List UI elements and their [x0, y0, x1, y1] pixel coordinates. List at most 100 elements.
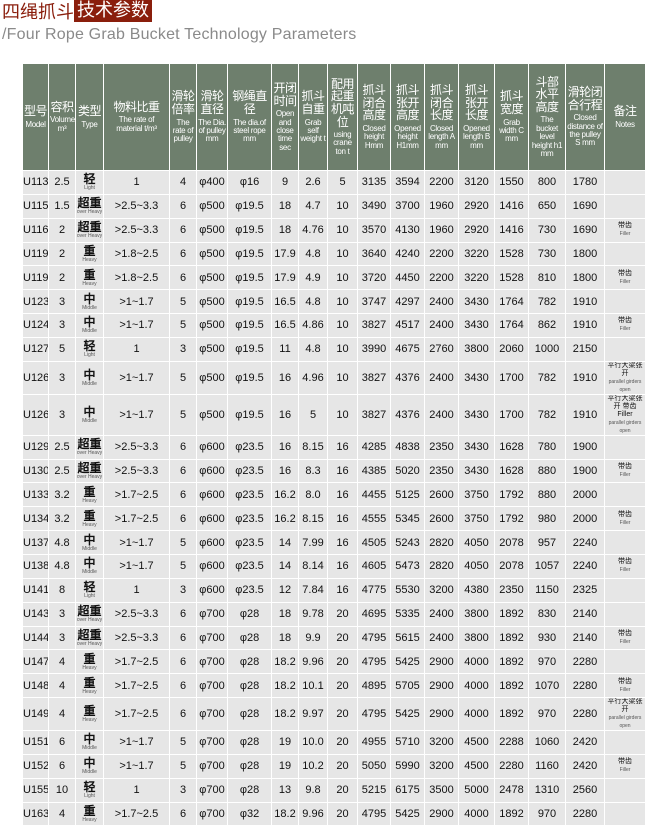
table-cell: 4000	[458, 697, 495, 732]
table-cell: 2900	[424, 697, 459, 732]
table-cell: 2140	[565, 625, 605, 651]
table-cell: 3430	[458, 434, 495, 460]
column-header-cn: 容积	[50, 99, 74, 114]
table-cell: 1764	[494, 313, 529, 338]
table-cell: U137	[22, 530, 49, 555]
type-cell: 重 Heavy	[75, 506, 104, 532]
type-cn: 超重	[77, 437, 102, 452]
table-row: U115 1.5 超重 over Heavy >2.5~3.3 6 φ500 φ19.5 18 4…	[22, 193, 646, 219]
table-row: U119 2 重 Heavy >1.8~2.5 6 φ500 φ19.5 17.9 4.9 10 37…	[22, 265, 646, 291]
table-header-row: 型号 Model 容积 Volume m³ 类型 Type 物料比重 The rate of …	[22, 63, 646, 171]
table-cell: 16.5	[271, 313, 299, 338]
table-cell: 7.99	[298, 530, 328, 555]
table-cell: 810	[528, 265, 566, 291]
table-cell: 1628	[494, 458, 529, 484]
type-cn: 中	[83, 367, 96, 382]
table-cell: 17.9	[271, 241, 299, 267]
column-header: 物料比重 The rate of material t/m³	[103, 63, 170, 171]
table-cell: 782	[528, 289, 566, 315]
table-cell: φ700	[196, 697, 228, 732]
table-cell: U129	[22, 434, 49, 460]
table-cell: >1.7~2.5	[103, 506, 170, 532]
table-cell: 18	[271, 625, 299, 651]
column-header-en: Closed height Hmm	[362, 123, 386, 150]
type-cn: 重	[83, 267, 96, 282]
table-cell: 5243	[390, 530, 425, 555]
table-body: U113 2.5 轻 Light 1 4 φ400 φ16 9 2.6 5 3135 3594 2200 3…	[22, 170, 646, 826]
table-cell: 18.2	[271, 649, 299, 675]
table-row: U134 3.2 重 Heavy >1.7~2.5 6 φ600 φ23.5 16.2 8.15 1…	[22, 506, 646, 532]
type-cn: 重	[83, 803, 96, 818]
column-header: 类型 Type	[75, 63, 104, 171]
table-cell: 1892	[494, 673, 529, 699]
type-cn: 重	[83, 484, 96, 499]
table-row: U163 4 重 Heavy >1.7~2.5 6 φ700 φ32 18.2 9.96 20 479…	[22, 801, 646, 826]
table-cell: 2600	[424, 506, 459, 532]
table-cell: 5425	[390, 697, 425, 732]
table-cell: 4795	[357, 649, 391, 675]
table-cell: 4.76	[298, 217, 328, 243]
table-cell: >1~1.7	[103, 289, 170, 315]
table-cell: 20	[327, 625, 358, 651]
table-cell: 2280	[565, 673, 605, 699]
note-en: parallel girders open	[608, 378, 642, 393]
table-cell: 16	[327, 553, 358, 579]
table-cell: 7.84	[298, 577, 328, 603]
table-cell: 1550	[494, 170, 529, 195]
type-cn: 中	[83, 315, 96, 330]
table-cell: 2325	[565, 577, 605, 603]
note-en: parallel girders open	[608, 419, 642, 434]
table-cell: 18.2	[271, 801, 299, 826]
table-cell: φ600	[196, 577, 228, 603]
table-cell: φ500	[196, 336, 228, 362]
column-header-cn: 类型	[77, 104, 102, 118]
table-cell: 10	[327, 313, 358, 338]
column-header-en: The dia.of steel rope mm	[233, 117, 266, 144]
type-cell: 重 Heavy	[75, 265, 104, 291]
notes-cell: 带齿 Filler	[604, 506, 646, 532]
table-cell: 4	[169, 170, 197, 195]
type-cn: 超重	[77, 196, 102, 211]
table-cell: 1792	[494, 482, 529, 508]
table-cell: 4.8	[298, 289, 328, 315]
note-cn: 带齿	[618, 269, 632, 277]
table-cell: U149	[22, 697, 49, 732]
column-header-cn: 配用起重机吨位	[330, 76, 355, 129]
table-cell: 20	[327, 649, 358, 675]
table-cell: >1.7~2.5	[103, 673, 170, 699]
table-cell: 3430	[458, 313, 495, 338]
notes-cell	[604, 336, 646, 362]
note-cn: 平行大梁张开	[607, 698, 643, 714]
table-cell: 1910	[565, 360, 605, 395]
type-cn: 轻	[83, 339, 96, 354]
table-cell: φ600	[196, 530, 228, 555]
table-cell: 6	[169, 506, 197, 532]
table-cell: 4	[48, 649, 76, 675]
table-cell: 4285	[357, 434, 391, 460]
table-cell: 6	[169, 673, 197, 699]
table-cell: >1.7~2.5	[103, 649, 170, 675]
table-cell: >1~1.7	[103, 360, 170, 395]
type-cell: 重 Heavy	[75, 241, 104, 267]
table-cell: 2200	[424, 241, 459, 267]
column-header: 抓斗自重 Grab self weight t	[298, 63, 328, 171]
type-cn: 中	[83, 732, 96, 747]
notes-cell: 带齿 Filler	[604, 625, 646, 651]
table-cell: >2.5~3.3	[103, 193, 170, 219]
table-cell: 4795	[357, 801, 391, 826]
table-cell: 2400	[424, 360, 459, 395]
table-cell: 2	[48, 265, 76, 291]
notes-cell	[604, 193, 646, 219]
table-cell: φ700	[196, 730, 228, 755]
table-cell: 2200	[424, 265, 459, 291]
table-cell: U151	[22, 730, 49, 755]
table-cell: U134	[22, 506, 49, 532]
table-cell: 9.97	[298, 697, 328, 732]
table-cell: φ600	[196, 482, 228, 508]
table-cell: 5	[169, 753, 197, 779]
table-cell: 20	[327, 601, 358, 627]
table-cell: 4385	[357, 458, 391, 484]
column-header: 型号 Model	[22, 63, 49, 171]
type-cn: 超重	[77, 220, 102, 235]
table-cell: 1780	[565, 170, 605, 195]
